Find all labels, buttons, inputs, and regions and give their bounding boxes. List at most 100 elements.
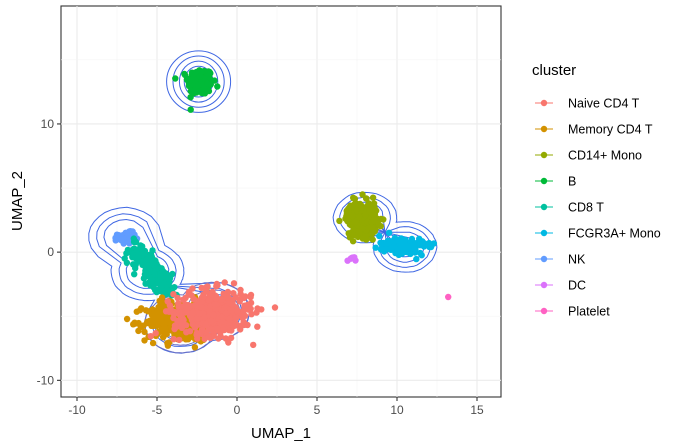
data-point xyxy=(180,316,187,323)
x-axis-title: UMAP_1 xyxy=(251,425,311,442)
contour-line xyxy=(172,55,225,108)
data-point xyxy=(420,243,428,250)
series-naive-cd4-t xyxy=(147,279,279,349)
data-point xyxy=(185,303,192,311)
legend-item: FCGR3A+ Mono xyxy=(535,227,661,241)
series-platelet xyxy=(445,293,452,301)
data-point xyxy=(198,68,205,76)
data-point xyxy=(230,290,237,297)
data-point xyxy=(175,303,182,310)
data-point xyxy=(238,322,246,329)
data-point xyxy=(362,211,369,218)
data-point xyxy=(171,284,178,291)
data-point xyxy=(237,290,244,298)
legend-key-point xyxy=(540,177,548,185)
legend-key-point xyxy=(540,229,548,237)
data-point xyxy=(178,320,186,328)
data-point xyxy=(194,335,201,342)
data-point xyxy=(152,330,159,337)
data-point xyxy=(248,311,255,318)
series-cd8-t xyxy=(121,235,180,299)
axes: -10 -5 0 5 10 15 -10 0 10 xyxy=(37,117,484,417)
data-point xyxy=(157,316,165,324)
data-point xyxy=(214,83,221,90)
x-tick-label: 10 xyxy=(390,403,404,417)
data-point xyxy=(194,82,202,89)
plot-panel xyxy=(60,5,502,398)
data-point xyxy=(118,236,125,243)
data-point xyxy=(162,331,170,338)
data-point xyxy=(158,265,165,272)
data-point xyxy=(141,328,148,336)
legend-key-point xyxy=(540,151,548,159)
data-point xyxy=(205,333,212,340)
data-point xyxy=(123,230,130,237)
data-point xyxy=(254,323,261,330)
series-cd14-mono xyxy=(336,191,387,245)
data-point xyxy=(213,295,220,302)
data-point xyxy=(139,258,146,265)
data-point xyxy=(355,213,363,220)
data-point xyxy=(164,275,172,282)
data-point xyxy=(404,242,411,250)
data-point xyxy=(150,317,157,324)
data-point xyxy=(396,238,403,245)
data-point xyxy=(350,194,357,201)
data-point xyxy=(156,297,163,305)
data-point xyxy=(112,234,119,242)
data-point xyxy=(213,280,220,288)
data-point xyxy=(202,284,209,291)
data-point xyxy=(380,239,387,247)
data-point xyxy=(205,296,213,304)
contour-line xyxy=(166,50,232,113)
y-axis-title: UMAP_2 xyxy=(9,171,26,231)
data-point xyxy=(153,322,161,330)
data-point xyxy=(225,339,232,346)
data-point xyxy=(176,336,183,344)
data-point xyxy=(132,261,139,268)
series-b xyxy=(172,67,221,113)
legend: Naive CD4 T Memory CD4 T CD14+ Mono B CD8 T F… xyxy=(535,97,661,319)
data-point xyxy=(377,246,385,253)
data-point xyxy=(157,305,164,312)
data-point xyxy=(131,271,138,278)
data-point xyxy=(416,235,423,242)
data-point xyxy=(359,225,366,232)
series-fcgr3a-mono xyxy=(372,229,438,263)
data-point xyxy=(352,206,360,213)
legend-item: NK xyxy=(535,253,586,267)
data-point xyxy=(351,219,359,226)
data-point xyxy=(247,293,254,301)
data-point xyxy=(382,246,390,253)
data-point xyxy=(146,273,153,280)
legend-item: DC xyxy=(535,279,586,293)
data-point xyxy=(183,329,190,336)
data-point xyxy=(189,309,196,316)
data-point xyxy=(205,87,213,95)
data-point xyxy=(131,319,138,326)
data-point xyxy=(191,344,199,351)
data-point xyxy=(398,250,406,257)
data-point xyxy=(197,73,204,80)
data-point xyxy=(430,240,438,247)
legend-item: Naive CD4 T xyxy=(535,97,640,111)
legend-item: Platelet xyxy=(535,305,610,319)
data-point xyxy=(172,75,179,82)
data-point xyxy=(149,339,157,347)
data-point xyxy=(174,294,181,302)
scatter-points xyxy=(112,67,452,351)
data-point xyxy=(180,296,187,303)
data-point xyxy=(214,325,221,333)
data-point xyxy=(413,255,420,263)
data-point xyxy=(386,238,393,245)
data-point xyxy=(133,246,140,253)
data-point xyxy=(369,194,377,201)
data-point xyxy=(141,337,148,344)
data-point xyxy=(271,304,279,311)
data-point xyxy=(411,245,419,253)
data-point xyxy=(366,206,373,213)
y-tick-label: 10 xyxy=(41,117,55,131)
legend-key-point xyxy=(540,281,548,289)
data-point xyxy=(187,94,194,101)
data-point xyxy=(232,319,239,327)
